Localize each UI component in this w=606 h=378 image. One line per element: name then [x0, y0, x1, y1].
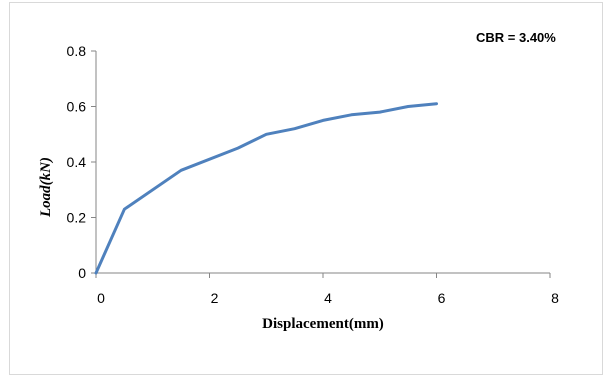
x-tick-label: 4 [324, 290, 332, 306]
cbr-annotation: CBR = 3.40% [476, 30, 556, 45]
y-axis-title: Load(kN) [38, 157, 54, 218]
x-axis-title: Displacement(mm) [262, 316, 384, 332]
y-tick-label: 0 [78, 265, 86, 281]
ticks: 0 0.2 0.4 0.6 0.8 0 2 4 6 8 [67, 43, 560, 306]
y-tick-label: 0.2 [67, 210, 87, 226]
x-tick-label: 0 [97, 290, 105, 306]
series [94, 102, 438, 275]
y-tick-label: 0.4 [67, 154, 87, 170]
axes [95, 51, 550, 274]
chart-frame [9, 2, 603, 375]
x-tick-label: 8 [551, 290, 559, 306]
x-tick-label: 2 [211, 290, 219, 306]
y-tick-label: 0.6 [67, 99, 87, 115]
load-displacement-line [94, 102, 438, 275]
x-tick-label: 6 [438, 290, 446, 306]
y-tick-label: 0.8 [67, 43, 87, 59]
